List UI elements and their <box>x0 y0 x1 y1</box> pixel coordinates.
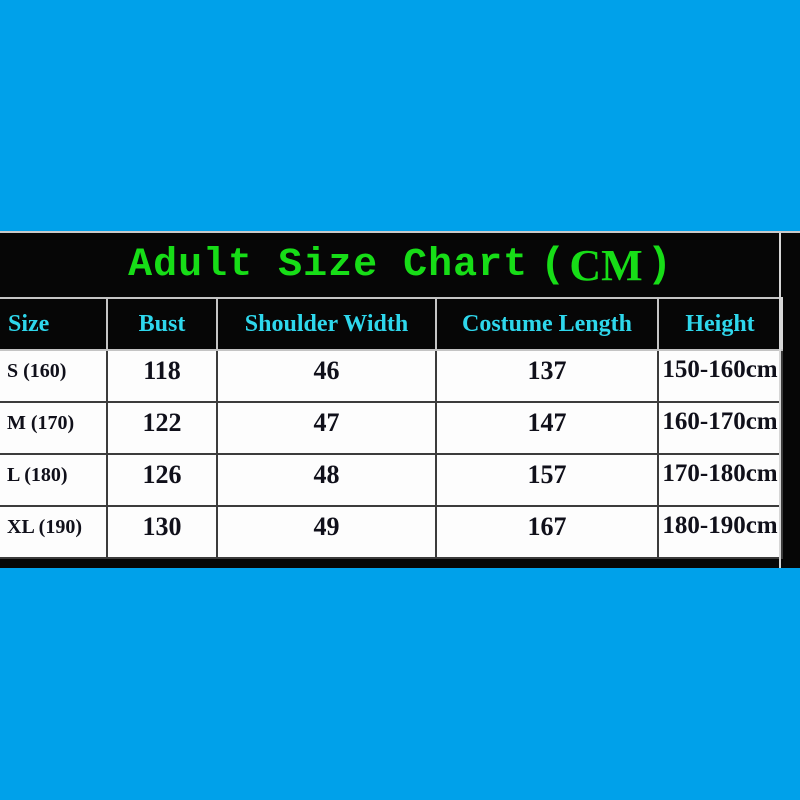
cell-size-m: M (170) <box>0 401 108 455</box>
cell-height-s: 150-160cm <box>657 349 783 403</box>
chart-title-close-paren: ) <box>646 241 672 289</box>
cell-height-l: 170-180cm <box>657 453 783 507</box>
chart-title-units: CM <box>569 240 643 290</box>
header-cell-costume-length: Costume Length <box>435 297 659 351</box>
table-row-m: M (170) 122 47 147 160-170cm <box>0 401 783 455</box>
cell-bust-xl: 130 <box>106 505 218 559</box>
cell-shoulder-s: 46 <box>216 349 437 403</box>
header-cell-bust: Bust <box>106 297 218 351</box>
table-row-s: S (160) 118 46 137 150-160cm <box>0 349 783 403</box>
right-edge-divider <box>779 233 781 568</box>
table-row-l: L (180) 126 48 157 170-180cm <box>0 453 783 507</box>
header-row: Size Bust Shoulder Width Costume Length … <box>0 297 783 351</box>
cell-height-m: 160-170cm <box>657 401 783 455</box>
cell-size-xl: XL (190) <box>0 505 108 559</box>
table-row-xl: XL (190) 130 49 167 180-190cm <box>0 505 783 559</box>
cell-height-xl: 180-190cm <box>657 505 783 559</box>
cell-costume-l: 157 <box>435 453 659 507</box>
cell-size-s: S (160) <box>0 349 108 403</box>
cell-bust-s: 118 <box>106 349 218 403</box>
header-cell-shoulder-width: Shoulder Width <box>216 297 437 351</box>
chart-title: Adult Size Chart ( CM ) <box>0 233 800 297</box>
size-table: Size Bust Shoulder Width Costume Length … <box>0 297 783 559</box>
header-cell-size: Size <box>0 297 108 351</box>
chart-title-open-paren: ( <box>540 241 566 289</box>
header-cell-height: Height <box>657 297 783 351</box>
cell-shoulder-xl: 49 <box>216 505 437 559</box>
size-chart-banner: Adult Size Chart ( CM ) Size Bust Should… <box>0 231 800 568</box>
cell-bust-m: 122 <box>106 401 218 455</box>
cell-shoulder-l: 48 <box>216 453 437 507</box>
cell-costume-m: 147 <box>435 401 659 455</box>
chart-title-text: Adult Size Chart <box>128 242 529 288</box>
cell-bust-l: 126 <box>106 453 218 507</box>
cell-costume-s: 137 <box>435 349 659 403</box>
cell-costume-xl: 167 <box>435 505 659 559</box>
cell-size-l: L (180) <box>0 453 108 507</box>
cell-shoulder-m: 47 <box>216 401 437 455</box>
